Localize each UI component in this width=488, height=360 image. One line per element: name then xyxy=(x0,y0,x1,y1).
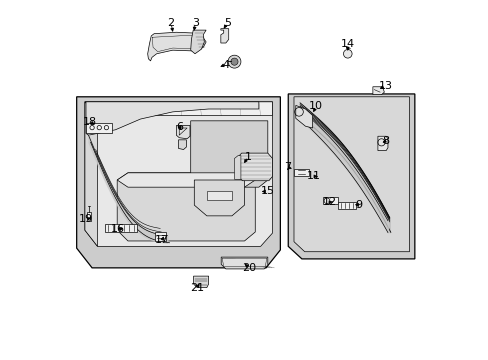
Text: 15: 15 xyxy=(260,186,274,197)
Text: 19: 19 xyxy=(79,215,93,224)
Polygon shape xyxy=(221,257,267,269)
Polygon shape xyxy=(104,224,137,232)
Polygon shape xyxy=(222,258,266,267)
Text: 17: 17 xyxy=(155,235,169,245)
Text: 16: 16 xyxy=(111,225,125,234)
Text: 14: 14 xyxy=(340,39,354,49)
Polygon shape xyxy=(190,121,267,187)
Polygon shape xyxy=(372,87,384,95)
Polygon shape xyxy=(117,173,255,187)
Text: 12: 12 xyxy=(322,197,336,207)
Text: 6: 6 xyxy=(176,122,183,132)
Circle shape xyxy=(227,55,241,68)
Circle shape xyxy=(343,49,351,58)
Circle shape xyxy=(230,58,238,65)
Polygon shape xyxy=(237,153,272,181)
Polygon shape xyxy=(85,102,272,246)
Polygon shape xyxy=(295,105,312,128)
Polygon shape xyxy=(77,97,280,268)
Polygon shape xyxy=(206,191,231,200)
Polygon shape xyxy=(293,97,408,252)
Polygon shape xyxy=(86,212,91,221)
Polygon shape xyxy=(337,202,355,209)
Text: 8: 8 xyxy=(382,136,389,145)
Text: 1: 1 xyxy=(244,152,251,162)
Text: 13: 13 xyxy=(378,81,392,91)
Text: 3: 3 xyxy=(191,18,199,28)
Polygon shape xyxy=(178,140,186,149)
Polygon shape xyxy=(323,197,337,204)
Text: 7: 7 xyxy=(284,162,290,172)
Polygon shape xyxy=(147,32,206,61)
Text: 10: 10 xyxy=(308,102,323,112)
Polygon shape xyxy=(221,29,228,43)
Polygon shape xyxy=(85,102,97,246)
Polygon shape xyxy=(193,276,208,288)
Text: 4: 4 xyxy=(222,59,229,69)
Text: 11: 11 xyxy=(306,171,320,181)
Polygon shape xyxy=(176,126,190,139)
Polygon shape xyxy=(194,180,244,216)
Polygon shape xyxy=(287,94,414,259)
Polygon shape xyxy=(377,136,387,150)
Polygon shape xyxy=(293,168,308,176)
Text: 18: 18 xyxy=(82,117,97,127)
Text: 20: 20 xyxy=(241,263,255,273)
Text: 5: 5 xyxy=(224,18,230,28)
Text: 21: 21 xyxy=(190,283,204,293)
Polygon shape xyxy=(234,156,241,179)
Text: 9: 9 xyxy=(355,200,362,210)
Polygon shape xyxy=(86,123,112,133)
Polygon shape xyxy=(85,102,272,116)
Polygon shape xyxy=(117,173,255,241)
Polygon shape xyxy=(155,232,166,241)
Text: 2: 2 xyxy=(167,18,174,28)
Polygon shape xyxy=(86,102,258,135)
Polygon shape xyxy=(190,30,206,54)
